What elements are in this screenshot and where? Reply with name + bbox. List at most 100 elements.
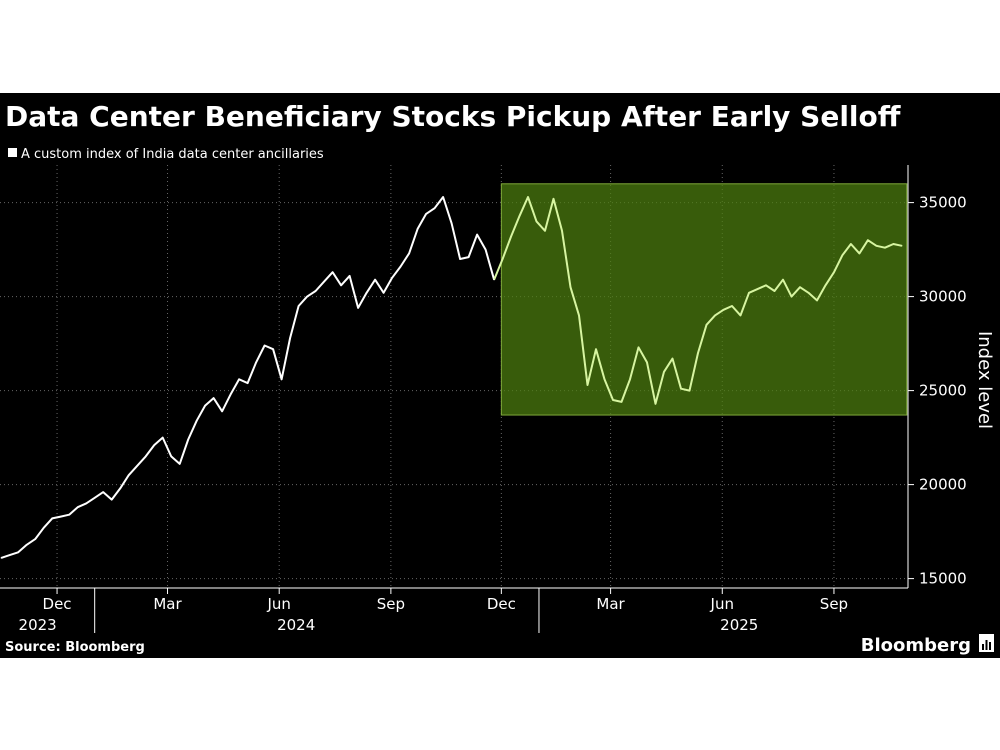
series-point [306, 296, 308, 298]
x-axis: Dec Mar Jun Sep Dec Mar Jun Sep 2023 2024 2025 [0, 587, 908, 634]
series-point [128, 474, 130, 476]
y-tick-label: 15000 [919, 570, 967, 588]
series-point [468, 256, 470, 258]
series-point [824, 284, 827, 286]
series-point [68, 514, 70, 516]
highlight-box [500, 183, 908, 416]
series-point [519, 215, 521, 217]
series-point [833, 271, 835, 273]
series-point [94, 497, 96, 499]
series-point [162, 437, 164, 439]
series-point [544, 230, 546, 232]
series-point [60, 516, 62, 518]
series-point [731, 305, 733, 307]
series-point [357, 307, 359, 309]
series-point [230, 393, 232, 395]
series-point [111, 499, 113, 501]
series-point [502, 258, 504, 260]
x-tick-label: Jun [266, 595, 290, 613]
series-point [26, 544, 28, 546]
series-point [892, 243, 895, 245]
x-year-label: 2025 [720, 616, 758, 634]
y-axis-label: Index level [974, 331, 995, 429]
series-point [9, 554, 11, 556]
x-year-label: 2023 [19, 616, 57, 634]
x-tick-label: Mar [596, 595, 625, 613]
legend-label: A custom index of India data center anci… [21, 147, 324, 162]
series-point [535, 220, 538, 222]
series-point [196, 420, 198, 422]
x-tick-label: Sep [820, 595, 848, 613]
series-point [586, 384, 589, 386]
series-point [17, 551, 19, 553]
y-tick-label: 30000 [919, 288, 967, 306]
series-point [850, 243, 852, 245]
series-point [569, 286, 572, 288]
series-point [264, 344, 266, 347]
series-point [875, 245, 878, 247]
series-point [442, 196, 444, 198]
series-point [289, 337, 291, 339]
page-bottom-whitespace [0, 658, 1000, 750]
series-point [637, 346, 640, 348]
series-point [136, 465, 138, 467]
series-point [102, 491, 104, 493]
series-point [858, 252, 861, 254]
series-point [298, 305, 300, 307]
series-point [383, 292, 385, 294]
series-point [629, 378, 631, 380]
series-point [425, 213, 427, 215]
series-point [612, 399, 614, 401]
x-tick-label: Dec [43, 595, 72, 613]
series-point [485, 249, 487, 251]
series-point [85, 502, 87, 504]
series-point [417, 228, 419, 230]
y-axis: 15000 20000 25000 30000 35000 [907, 165, 967, 588]
y-tick-label: 35000 [919, 194, 967, 212]
series-point [77, 506, 79, 508]
series-point [748, 292, 750, 294]
series-point [595, 348, 597, 350]
series-point [204, 405, 206, 407]
series-point [790, 296, 793, 298]
series-point [51, 517, 53, 520]
series-point [603, 378, 606, 380]
series-point [884, 247, 886, 249]
series-point [901, 245, 903, 247]
series-point [552, 198, 555, 200]
series-point [247, 382, 249, 384]
series-point [620, 401, 623, 403]
y-tick-label: 20000 [919, 476, 967, 494]
page-top-whitespace [0, 0, 1000, 93]
series-point [799, 286, 801, 288]
series-point [179, 463, 181, 465]
series-point [187, 438, 189, 441]
series-point [119, 487, 121, 489]
series-point [213, 397, 215, 399]
series-point [705, 324, 708, 326]
series-point [680, 388, 682, 390]
series-point [561, 230, 563, 232]
x-year-label: 2024 [277, 616, 315, 634]
series-point [323, 281, 325, 283]
chart-title: Data Center Beneficiary Stocks Pickup Af… [5, 100, 901, 133]
series-point [34, 538, 36, 540]
series-point [238, 378, 240, 380]
y-tick-label: 25000 [919, 382, 967, 400]
legend-swatch [8, 148, 17, 157]
series-point [391, 277, 393, 279]
series-point [281, 378, 283, 380]
series-point [340, 284, 342, 286]
series-point [0, 557, 2, 559]
series-point [688, 390, 691, 392]
series-point [510, 235, 512, 237]
series-point [773, 290, 776, 292]
series-point [807, 292, 810, 294]
series-point [782, 279, 784, 281]
x-tick-label: Dec [487, 595, 516, 613]
series-point [867, 239, 869, 241]
highlight-layer [500, 183, 908, 416]
series-point [671, 358, 674, 360]
series-point [493, 279, 495, 281]
